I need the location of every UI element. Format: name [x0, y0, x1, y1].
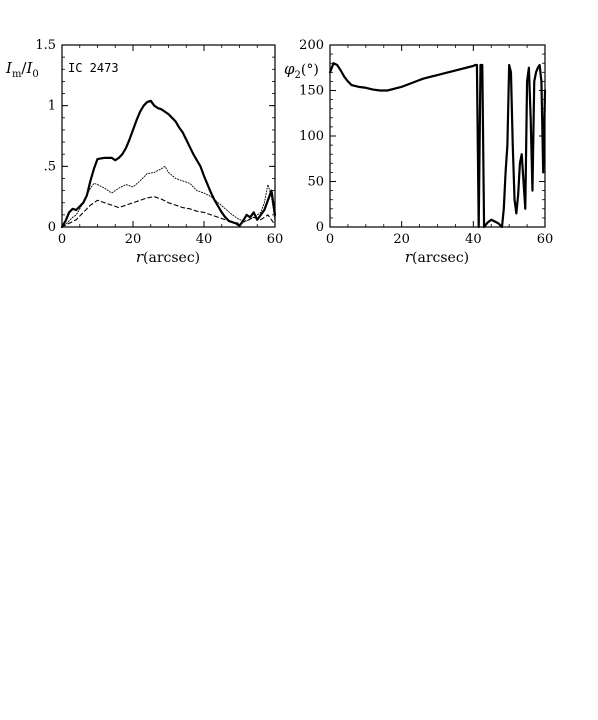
- ylabel-main2-1: I: [25, 59, 33, 77]
- y-tick-label: 0: [316, 220, 324, 235]
- y-tick-label: 1.5: [35, 38, 56, 53]
- ylabel-slash-1: /: [21, 59, 27, 77]
- x-axis-label-1: r(arcsec): [136, 248, 200, 266]
- tick-marks-1: [61, 44, 276, 228]
- y-tick-label: 0: [48, 220, 56, 235]
- series-line-solid-thick: [60, 99, 277, 229]
- x-tick-label: 0: [58, 232, 66, 247]
- y-tick-label: 100: [299, 129, 324, 144]
- y-axis-label-1: Im/I0: [5, 59, 39, 80]
- series-group-2: [328, 62, 547, 229]
- x-tick-label: 60: [267, 232, 284, 247]
- tick-labels-1: 0 20 40 60 0 .5 1 1.5: [35, 38, 283, 247]
- x-tick-label: 20: [393, 232, 410, 247]
- x-axis-label-2: r(arcsec): [405, 248, 469, 266]
- y-tick-label: 1: [48, 99, 56, 114]
- ylabel-main-1: I: [5, 59, 13, 77]
- ylabel-main-2: φ: [284, 60, 295, 78]
- series-line-dashed: [61, 196, 276, 228]
- galaxy-annotation: IC 2473: [68, 61, 119, 75]
- x-tick-label: 60: [537, 232, 554, 247]
- y-tick-label: .5: [44, 159, 56, 174]
- xlabel-var-2: r: [405, 248, 413, 266]
- series-group-1: [60, 99, 277, 229]
- figure: 0 20 40 60 0.5 1 1.5 Im/I0 IC 2473 r(arcsec) 0…: [0, 0, 598, 290]
- y-tick-label: 50: [307, 175, 324, 190]
- ylabel-sub2-1: 0: [32, 69, 38, 80]
- xlabel-var-1: r: [136, 248, 144, 266]
- ylabel-unit-2: (°): [301, 62, 319, 78]
- x-tick-label: 0: [326, 232, 334, 247]
- x-tick-label: 20: [125, 232, 142, 247]
- xlabel-unit-1: (arcsec): [143, 250, 200, 266]
- tick-labels-2: 0 20 40 60 0 50 100 150 200: [299, 38, 553, 247]
- y-tick-label: 150: [299, 84, 324, 99]
- ylabel-sub-2: 2: [295, 70, 301, 81]
- phase-angle-panel: 0 20 40 60 0 50 100 150 200 φ2(°) r(arcsec): [284, 38, 553, 266]
- series-line-dotted: [61, 165, 276, 228]
- xlabel-unit-2: (arcsec): [412, 250, 469, 266]
- figure-svg: 0 20 40 600.511.5 Im/I0 IC 2473 r(arcsec) 0…: [5, 38, 553, 266]
- series-line-solid-thick: [328, 62, 547, 229]
- y-tick-label: 200: [299, 38, 324, 53]
- x-tick-label: 40: [196, 232, 213, 247]
- ylabel-sub-1: m: [12, 69, 22, 80]
- intensity-ratio-panel: 0 20 40 600.511.5 Im/I0 IC 2473 r(arcsec): [5, 38, 283, 266]
- y-axis-label-2: φ2(°): [284, 60, 319, 81]
- x-tick-label: 40: [465, 232, 482, 247]
